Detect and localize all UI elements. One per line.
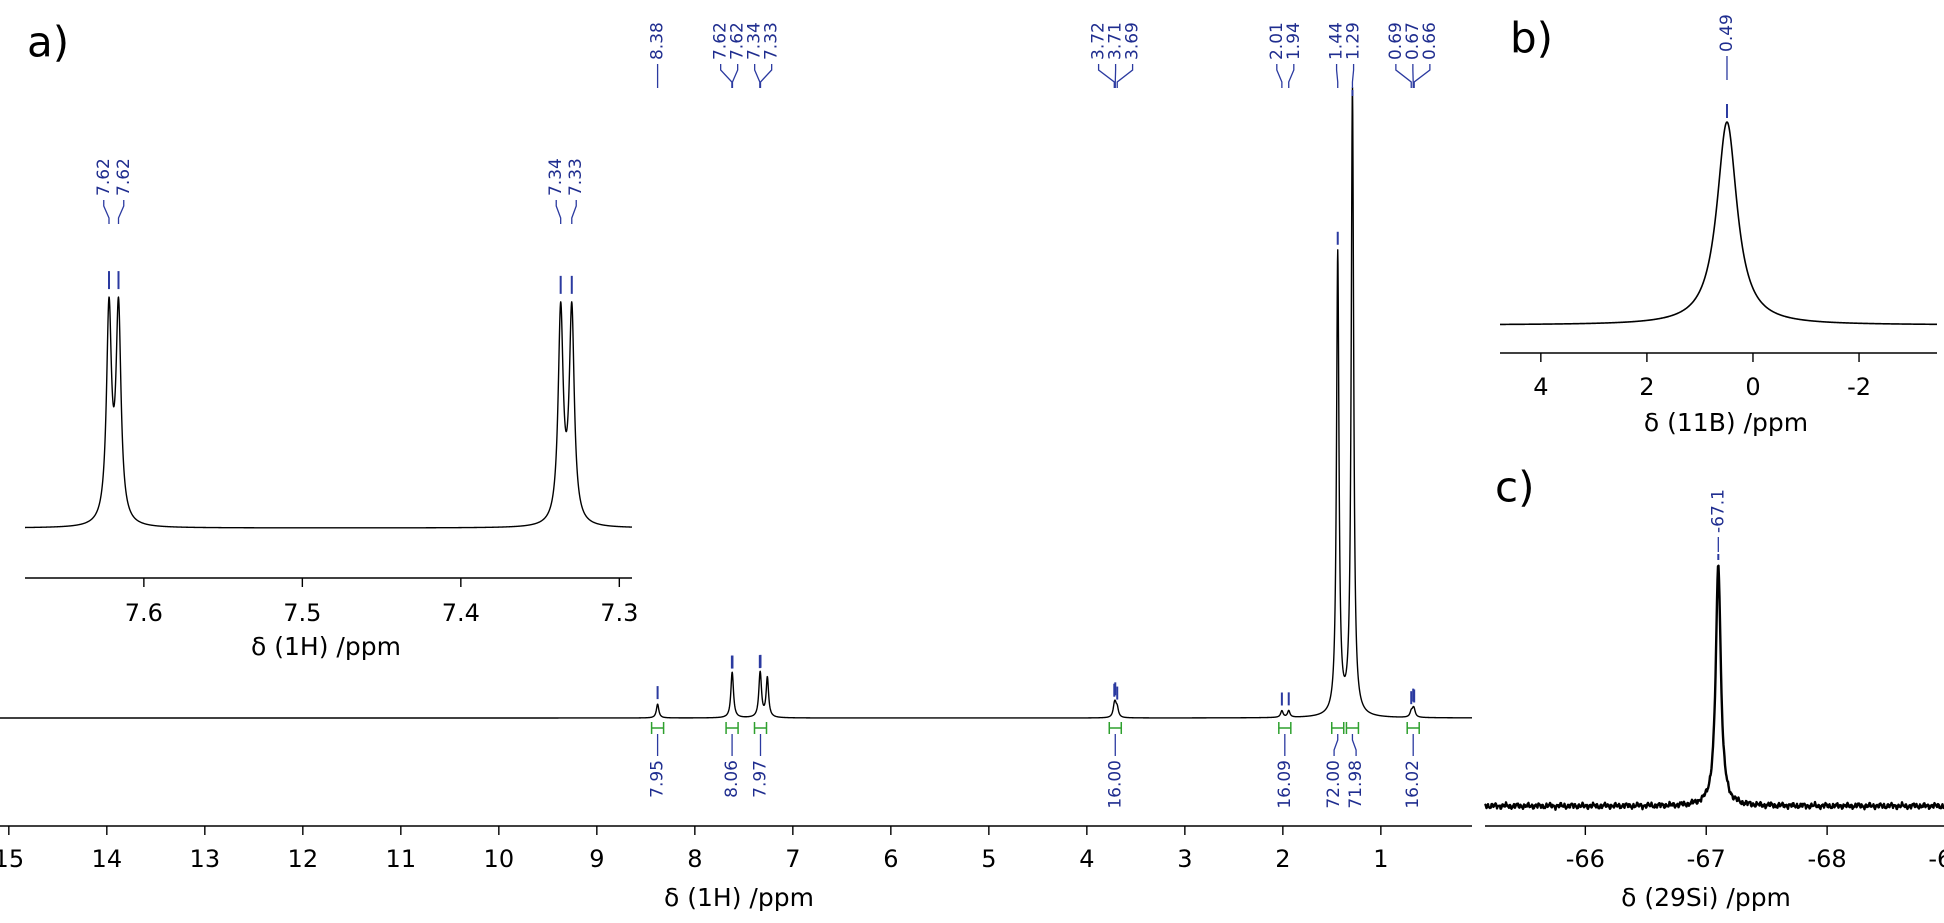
peak-connector <box>1288 64 1295 88</box>
peak-connector <box>1413 64 1431 88</box>
peak-connector <box>1351 64 1355 88</box>
integral-bracket <box>1345 722 1360 734</box>
peak-label: 7.34 <box>745 22 765 60</box>
integral-label: 71.98 <box>1346 760 1366 809</box>
peak-label: 3.72 <box>1089 22 1109 60</box>
peak-connector <box>571 200 577 224</box>
peak-connector <box>1335 64 1339 88</box>
peak-label: 7.62 <box>711 22 731 60</box>
integral-label: 72.00 <box>1324 760 1344 809</box>
x-tick-label: 7.4 <box>442 599 480 627</box>
integral-label: 7.97 <box>751 760 771 798</box>
x-tick-label: 1 <box>1373 845 1388 873</box>
x-tick-label: 12 <box>288 845 319 873</box>
integral-label: 7.95 <box>648 760 668 798</box>
peak-connector <box>1097 64 1115 88</box>
x-tick-label: 4 <box>1533 373 1548 401</box>
integral-bracket <box>725 722 739 734</box>
peak-connector <box>117 200 125 224</box>
peak-label: 7.62 <box>94 158 114 196</box>
peak-connector <box>1395 64 1412 88</box>
peak-connector <box>103 200 110 224</box>
integral-connector <box>1333 734 1339 756</box>
integral-label: 16.00 <box>1105 760 1125 809</box>
spectrum <box>1499 121 1938 326</box>
peak-connector <box>759 64 773 88</box>
peak-label: 1.44 <box>1327 22 1347 60</box>
integral-label: 16.09 <box>1275 760 1295 809</box>
x-tick-label: 4 <box>1079 845 1094 873</box>
peak-label: 1.29 <box>1344 22 1364 60</box>
x-tick-label: 7.5 <box>283 599 321 627</box>
spectrum <box>24 296 633 529</box>
x-tick-label: 0 <box>1745 373 1760 401</box>
integral-bracket <box>1406 722 1420 734</box>
x-tick-label: 14 <box>92 845 123 873</box>
x-tick-label: 9 <box>589 845 604 873</box>
peak-label: 3.69 <box>1123 22 1143 60</box>
spectrum <box>0 86 1473 719</box>
peak-connector <box>1276 64 1283 88</box>
x-tick-label: 7 <box>785 845 800 873</box>
x-tick-label: -66 <box>1566 845 1605 873</box>
peak-label: -67.1 <box>1708 489 1728 533</box>
x-tick-label: 13 <box>190 845 221 873</box>
peak-label: 2.01 <box>1267 22 1287 60</box>
x-tick-label: 10 <box>484 845 515 873</box>
peak-label: 0.67 <box>1403 22 1423 60</box>
peak-connector <box>1116 64 1134 88</box>
peak-label: 3.71 <box>1106 22 1126 60</box>
peak-connector <box>555 200 562 224</box>
panel: 4 2 0 -2 δ (11B) /ppm b) 0.49 <box>1499 14 1938 437</box>
integral-bracket <box>1330 722 1345 734</box>
x-tick-label: 2 <box>1275 845 1290 873</box>
peak-label: 7.33 <box>762 22 782 60</box>
peak-label: 7.62 <box>728 22 748 60</box>
x-tick-label: -69 <box>1928 845 1944 873</box>
peak-connector <box>720 64 733 88</box>
x-axis-label: δ (1H) /ppm <box>664 883 814 912</box>
x-tick-label: 2 <box>1639 373 1654 401</box>
integral-bracket <box>753 722 768 734</box>
x-tick-label: -67 <box>1687 845 1726 873</box>
x-tick-label: 15 <box>0 845 24 873</box>
x-axis-label: δ (29Si) /ppm <box>1621 883 1791 912</box>
panel-label: b) <box>1510 14 1553 63</box>
integral-bracket <box>1278 722 1292 734</box>
x-axis-label: δ (11B) /ppm <box>1644 408 1808 437</box>
peak-label: 7.34 <box>546 158 566 196</box>
peak-label: 7.33 <box>566 158 586 196</box>
integral-bracket <box>1108 722 1123 734</box>
peak-connector <box>731 64 739 88</box>
peak-label: 1.94 <box>1284 22 1304 60</box>
panel-label: a) <box>27 18 69 67</box>
panel: 7.6 7.5 7.4 7.3 δ (1H) /ppm 7.62 7.62 7.34 7.33 <box>24 158 638 661</box>
peak-label: 0.66 <box>1420 22 1440 60</box>
panel-label: c) <box>1495 463 1534 512</box>
integral-label: 8.06 <box>722 760 742 798</box>
spectrum <box>1484 564 1944 811</box>
peak-label: 0.49 <box>1717 14 1737 52</box>
integral-bracket <box>650 722 665 734</box>
panel: 15 14 13 12 11 10 9 8 7 6 5 4 3 2 1 δ (1H) /ppm a) 8.38 7.… <box>0 18 1473 912</box>
integral-label: 16.02 <box>1403 760 1423 809</box>
x-tick-label: -68 <box>1808 845 1847 873</box>
x-tick-label: 7.6 <box>125 599 163 627</box>
x-tick-label: 6 <box>883 845 898 873</box>
x-tick-label: 11 <box>386 845 417 873</box>
peak-label: 7.62 <box>114 158 134 196</box>
peak-label: 8.38 <box>648 22 668 60</box>
x-tick-label: 8 <box>687 845 702 873</box>
peak-connector <box>754 64 761 88</box>
x-tick-label: -2 <box>1847 373 1871 401</box>
x-tick-label: 7.3 <box>600 599 638 627</box>
integral-connector <box>1351 734 1357 756</box>
x-tick-label: 5 <box>981 845 996 873</box>
x-tick-label: 3 <box>1177 845 1192 873</box>
peak-label: 0.69 <box>1386 22 1406 60</box>
x-axis-label: δ (1H) /ppm <box>251 632 401 661</box>
panel: -66 -67 -68 -69 δ (29Si) /ppm c) -67.1 <box>1484 463 1944 912</box>
